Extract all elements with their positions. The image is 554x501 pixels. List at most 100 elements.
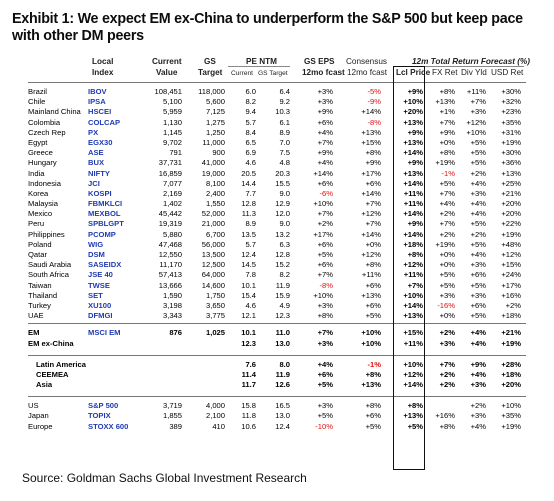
row-usd-ret: +20%: [501, 209, 521, 219]
table-row: Philippines PCOMP 5,880 6,700 13.5 13.2 +17% +1…: [28, 230, 526, 240]
row-name: Indonesia: [28, 178, 61, 188]
row-gs-eps: +14%: [313, 168, 333, 178]
row-index: TWSE: [88, 280, 110, 290]
row-div-yld: +5%: [470, 311, 486, 321]
row-fx-ret: -16%: [437, 300, 455, 310]
row-div-yld: +2%: [470, 168, 486, 178]
header-div-yld: Div Yld: [461, 68, 487, 77]
row-index: JCI: [88, 178, 100, 188]
row-lcl-price-ret: +15%: [403, 328, 423, 338]
table-header: Local Index Current Value GS Target PE N…: [28, 56, 530, 80]
row-fx-ret: +0%: [439, 311, 455, 321]
row-gs-target: 12,500: [201, 260, 225, 270]
row-consensus: +14%: [361, 188, 381, 198]
row-pe-gs-target: 13.0: [275, 411, 290, 421]
row-name: Korea: [28, 188, 49, 198]
row-pe-gs-target: 12.9: [275, 199, 290, 209]
row-lcl-price-ret: +10%: [403, 290, 423, 300]
row-gs-target: 19,000: [201, 168, 225, 178]
row-pe-gs-target: 11.0: [275, 328, 290, 338]
row-gs-eps: +4%: [317, 359, 333, 369]
row-gs-eps: +7%: [317, 209, 333, 219]
row-fx-ret: +7%: [439, 117, 455, 127]
country-rows: Brazil IBOV 108,451 118,000 6.0 6.4 +3% -5% +9% +…: [28, 87, 526, 321]
source-note: Source: Goldman Sachs Global Investment …: [22, 471, 307, 485]
row-fx-ret: +5%: [439, 270, 455, 280]
row-gs-target: 7,125: [205, 107, 225, 117]
row-usd-ret: +13%: [501, 168, 521, 178]
region-rows: Latin America 7.6 8.0 +4% -1% +10% +7% +9% +28% C…: [28, 360, 526, 391]
row-lcl-price-ret: +8%: [407, 401, 423, 411]
header-consensus-2: 12mo fcast: [347, 68, 388, 77]
row-consensus: +14%: [361, 107, 381, 117]
row-pe-current: 11.3: [241, 209, 256, 219]
row-pe-current: 12.8: [241, 199, 256, 209]
row-lcl-price-ret: +14%: [403, 229, 423, 239]
row-usd-ret: +2%: [505, 300, 521, 310]
row-consensus: +5%: [365, 311, 381, 321]
row-consensus: +12%: [361, 209, 381, 219]
table-row: UAE DFMGI 3,343 3,775 12.1 12.3 +8% +5% +13% +0% +…: [28, 311, 526, 321]
row-div-yld: +7%: [470, 97, 486, 107]
row-gs-eps: +7%: [317, 270, 333, 280]
row-pe-gs-target: 13.0: [275, 338, 290, 348]
forecast-header-rule: [394, 66, 524, 67]
row-name: Brazil: [28, 87, 47, 96]
row-lcl-price-ret: +13%: [403, 168, 423, 178]
row-index: XU100: [88, 300, 112, 310]
row-usd-ret: +30%: [501, 87, 521, 96]
row-gs-eps: +6%: [317, 369, 333, 379]
row-lcl-price-ret: +12%: [403, 369, 423, 379]
row-current-value: 47,468: [158, 239, 182, 249]
row-fx-ret: +0%: [439, 250, 455, 259]
row-usd-ret: +30%: [501, 148, 521, 158]
row-current-value: 1,145: [162, 127, 182, 137]
row-name: EM: [28, 328, 40, 338]
row-gs-target: 900: [212, 148, 225, 158]
table-row: CEEMEA 11.4 11.9 +6% +8% +12% +2% +4% +18%: [28, 370, 526, 380]
row-gs-target: 21,000: [201, 219, 225, 229]
row-gs-target: 5,600: [205, 97, 225, 107]
row-pe-gs-target: 12.4: [275, 421, 290, 431]
row-consensus: +7%: [365, 199, 381, 209]
table-row: Latin America 7.6 8.0 +4% -1% +10% +7% +9% +28%: [28, 360, 526, 370]
row-pe-current: 10.6: [241, 421, 256, 431]
table-row: Saudi Arabia SASEIDX 11,170 12,500 14.5 15.2 +…: [28, 260, 526, 270]
table-row: India NIFTY 16,859 19,000 20.5 20.3 +14% +17% +1…: [28, 169, 526, 179]
row-pe-gs-target: 11.9: [275, 369, 290, 379]
row-fx-ret: +2%: [439, 229, 455, 239]
row-pe-current: 8.9: [245, 219, 256, 229]
row-usd-ret: +19%: [501, 338, 521, 348]
row-pe-gs-target: 12.8: [275, 250, 290, 259]
header-lcl-price: Lcl Price: [396, 68, 431, 77]
row-gs-eps: +8%: [317, 311, 333, 321]
row-fx-ret: +3%: [439, 290, 455, 300]
row-lcl-price-ret: +14%: [403, 380, 423, 390]
row-current-value: 2,169: [162, 188, 182, 198]
row-pe-current: 15.4: [241, 290, 256, 300]
row-name: Czech Rep: [28, 127, 66, 137]
row-gs-target: 41,000: [201, 158, 225, 168]
row-consensus: +6%: [365, 178, 381, 188]
table-row: US S&P 500 3,719 4,000 15.8 16.5 +3% +8% +8% +2% +…: [28, 401, 526, 411]
row-current-value: 791: [169, 148, 182, 158]
row-usd-ret: +19%: [501, 229, 521, 239]
row-name: Qatar: [28, 250, 47, 259]
row-pe-gs-target: 12.6: [275, 380, 290, 390]
row-consensus: -1%: [367, 359, 381, 369]
exhibit-title: Exhibit 1: We expect EM ex-China to unde…: [12, 11, 523, 44]
row-index: ASE: [88, 148, 104, 158]
row-name: Mexico: [28, 209, 53, 219]
row-index: EGX30: [88, 137, 113, 147]
row-gs-eps: +9%: [317, 148, 333, 158]
row-lcl-price-ret: +5%: [407, 421, 423, 431]
row-current-value: 1,590: [162, 290, 182, 300]
row-name: US: [28, 401, 39, 411]
row-lcl-price-ret: +9%: [407, 219, 423, 229]
row-pe-current: 20.5: [241, 168, 256, 178]
row-lcl-price-ret: +10%: [403, 97, 423, 107]
row-usd-ret: +31%: [501, 127, 521, 137]
row-index: S&P 500: [88, 401, 119, 411]
row-consensus: +5%: [365, 421, 381, 431]
row-gs-target: 2,100: [205, 411, 225, 421]
